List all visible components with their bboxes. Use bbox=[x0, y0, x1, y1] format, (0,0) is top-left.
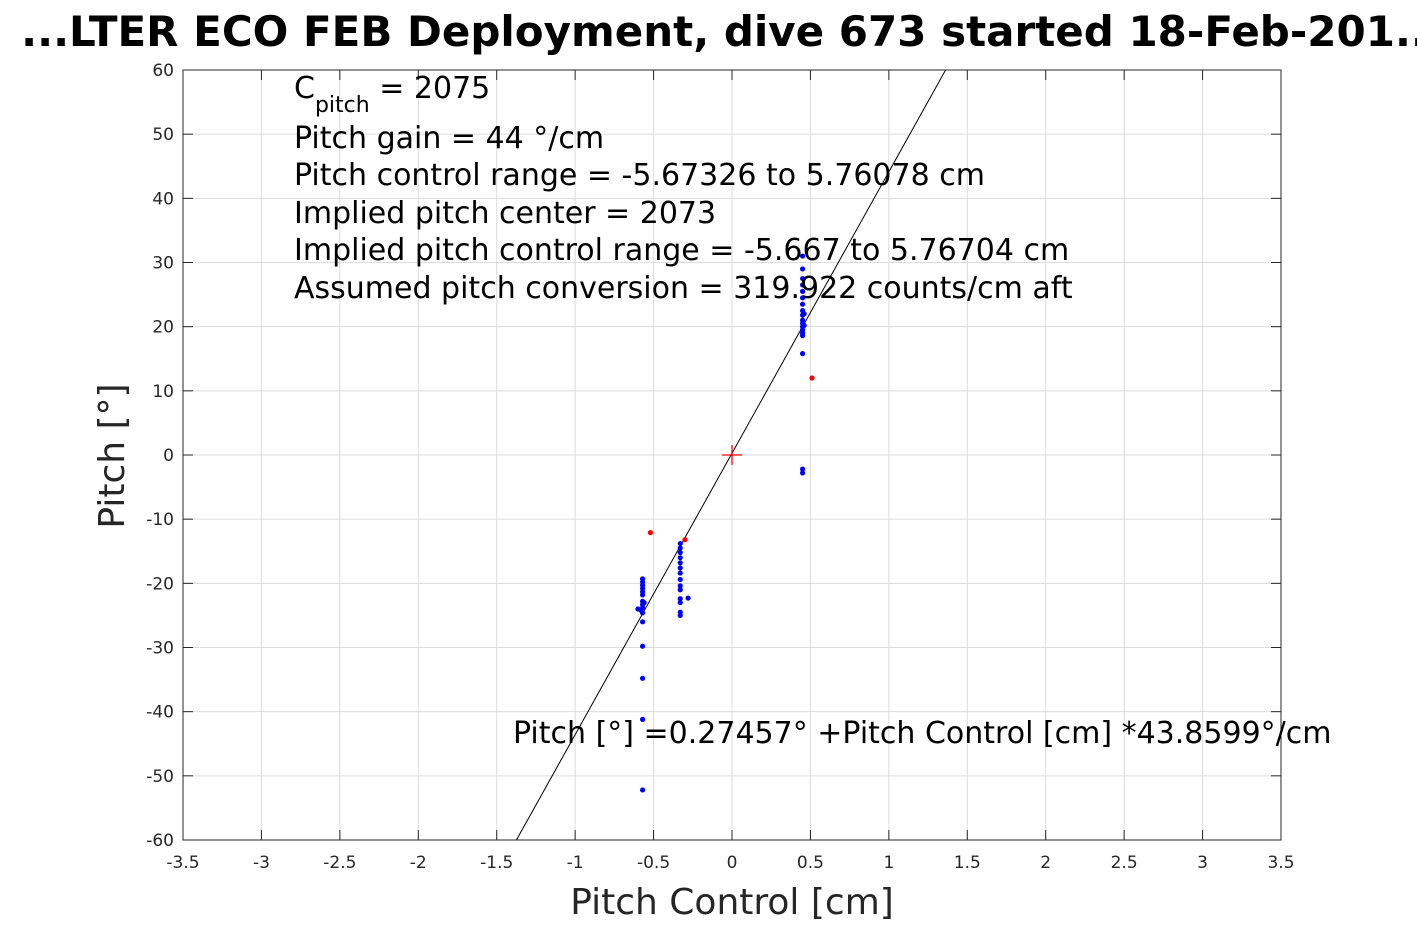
data-point bbox=[799, 275, 806, 282]
annotation-cpitch: Cpitch = 2075 bbox=[294, 71, 490, 118]
data-point bbox=[677, 587, 683, 593]
data-point bbox=[799, 333, 806, 339]
data-point bbox=[639, 619, 646, 625]
x-axis-label: Pitch Control [cm] bbox=[570, 882, 894, 923]
data-point bbox=[801, 322, 807, 328]
x-tick-label: -1 bbox=[567, 853, 584, 873]
x-tick-label: 0 bbox=[727, 853, 738, 873]
data-point bbox=[677, 612, 683, 619]
data-point bbox=[647, 530, 654, 536]
x-tick-label: -3.5 bbox=[166, 853, 199, 873]
data-point bbox=[677, 596, 683, 602]
x-tick-label: 2.5 bbox=[1111, 853, 1138, 873]
data-point bbox=[639, 675, 646, 681]
cpitch-value: = 2075 bbox=[370, 71, 491, 106]
x-tick-label: 3 bbox=[1197, 853, 1208, 873]
center-marker bbox=[722, 445, 742, 465]
y-tick-label: -20 bbox=[146, 574, 174, 594]
plot-content bbox=[516, 69, 947, 841]
data-point bbox=[639, 787, 646, 793]
x-tick-label: 2 bbox=[1040, 853, 1051, 873]
data-point bbox=[799, 301, 806, 307]
x-tick-label: -2 bbox=[410, 853, 427, 873]
data-point bbox=[641, 599, 647, 606]
data-point bbox=[799, 295, 806, 301]
data-point bbox=[799, 253, 806, 259]
data-point bbox=[677, 570, 683, 576]
data-point bbox=[799, 282, 806, 288]
data-point bbox=[677, 549, 683, 556]
x-tick-label: -2.5 bbox=[323, 853, 356, 873]
y-tick-label: 0 bbox=[163, 446, 174, 466]
y-tick-label: 40 bbox=[152, 189, 174, 209]
data-point bbox=[799, 470, 806, 476]
fit-equation: Pitch [°] =0.27457° +Pitch Control [cm] … bbox=[513, 716, 1331, 751]
y-tick-label: 60 bbox=[152, 61, 174, 81]
annotation-line: Assumed pitch conversion = 319.922 count… bbox=[294, 271, 1073, 306]
x-ticks: -3.5 -3 -2.5 -2 -1.5 -1 -0.5 0 0.5 1 1.5 2 2.5 3 3.5 bbox=[166, 70, 1295, 873]
data-point bbox=[677, 555, 683, 561]
x-tick-label: 3.5 bbox=[1267, 853, 1294, 873]
data-point bbox=[799, 288, 806, 294]
annotation-line: Implied pitch center = 2073 bbox=[294, 196, 716, 231]
cpitch-subscript: pitch bbox=[315, 93, 370, 118]
y-tick-label: -40 bbox=[146, 703, 174, 723]
data-point bbox=[809, 375, 815, 381]
data-point bbox=[677, 540, 683, 547]
data-point bbox=[677, 545, 683, 551]
data-point bbox=[639, 610, 646, 616]
data-point bbox=[682, 537, 688, 543]
data-point bbox=[677, 583, 683, 589]
x-tick-label: 0.5 bbox=[797, 853, 824, 873]
y-tick-label: 20 bbox=[152, 318, 174, 338]
x-tick-label: -3 bbox=[253, 853, 270, 873]
y-gridlines bbox=[183, 69, 1281, 841]
data-point bbox=[677, 565, 683, 571]
y-axis-label: Pitch [°] bbox=[92, 383, 133, 528]
y-tick-label: 10 bbox=[152, 382, 174, 402]
y-tick-label: -50 bbox=[146, 767, 174, 787]
cpitch-base: C bbox=[294, 71, 315, 106]
x-tick-label: 1.5 bbox=[954, 853, 981, 873]
annotation-line: Pitch gain = 44 °/cm bbox=[294, 121, 604, 156]
data-point bbox=[639, 716, 646, 722]
data-point bbox=[635, 606, 641, 612]
data-point bbox=[799, 351, 806, 357]
data-point bbox=[677, 576, 683, 583]
x-tick-label: -0.5 bbox=[637, 853, 670, 873]
data-point bbox=[639, 592, 646, 598]
y-tick-label: 30 bbox=[152, 254, 174, 274]
data-point bbox=[799, 466, 806, 472]
data-point bbox=[639, 643, 646, 649]
x-tick-label: -1.5 bbox=[480, 853, 513, 873]
annotation-line: Pitch control range = -5.67326 to 5.7607… bbox=[294, 158, 985, 193]
chart-title: ...LTER ECO FEB Deployment, dive 673 sta… bbox=[21, 7, 1417, 56]
y-tick-label: 50 bbox=[152, 125, 174, 145]
data-point bbox=[799, 266, 806, 272]
data-points bbox=[635, 253, 815, 793]
data-point bbox=[801, 311, 807, 317]
y-tick-label: -30 bbox=[146, 639, 174, 659]
data-point bbox=[677, 599, 683, 606]
x-tick-label: 1 bbox=[883, 853, 894, 873]
data-point bbox=[685, 595, 691, 601]
y-tick-label: -60 bbox=[146, 831, 174, 851]
data-point bbox=[677, 560, 683, 566]
annotation-line: Implied pitch control range = -5.667 to … bbox=[294, 233, 1069, 268]
y-ticks: -60 -50 -40 -30 -20 -10 0 10 20 30 40 50 60 bbox=[146, 61, 1281, 851]
y-tick-label: -10 bbox=[146, 510, 174, 530]
